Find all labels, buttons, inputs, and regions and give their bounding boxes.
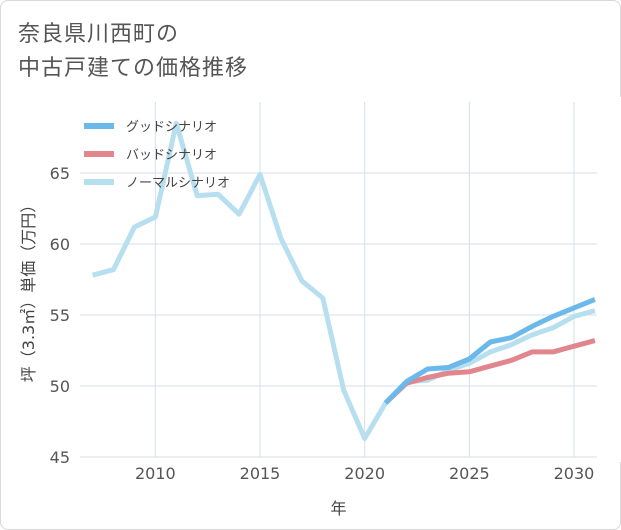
y-axis-label: 坪（3.3㎡）単価（万円） <box>19 197 38 382</box>
legend-label-0: グッドシナリオ <box>126 120 217 135</box>
y-tick-label: 60 <box>50 235 70 254</box>
series-line-2 <box>91 120 596 441</box>
chart-title: 奈良県川西町の 中古戸建ての価格推移 <box>18 18 248 86</box>
x-tick-label: 2030 <box>554 464 595 483</box>
plot-right-margin <box>598 97 621 462</box>
chart-title-line-1: 奈良県川西町の <box>18 22 180 47</box>
y-tick-label: 50 <box>50 377 70 396</box>
chart-title-line-2: 中古戸建ての価格推移 <box>18 56 249 81</box>
series-line-1 <box>383 338 596 405</box>
x-axis-label: 年 <box>330 499 346 518</box>
series-line-0 <box>383 297 596 405</box>
x-tick-label: 2010 <box>135 464 176 483</box>
y-tick-label: 45 <box>50 448 70 467</box>
x-tick-label: 2015 <box>240 464 281 483</box>
legend-label-1: バッドシナリオ <box>126 148 217 163</box>
legend-label-2: ノーマルシナリオ <box>126 176 230 191</box>
y-tick-label: 65 <box>50 164 70 183</box>
y-tick-label: 55 <box>50 306 70 325</box>
x-tick-label: 2020 <box>344 464 385 483</box>
x-tick-label: 2025 <box>449 464 490 483</box>
